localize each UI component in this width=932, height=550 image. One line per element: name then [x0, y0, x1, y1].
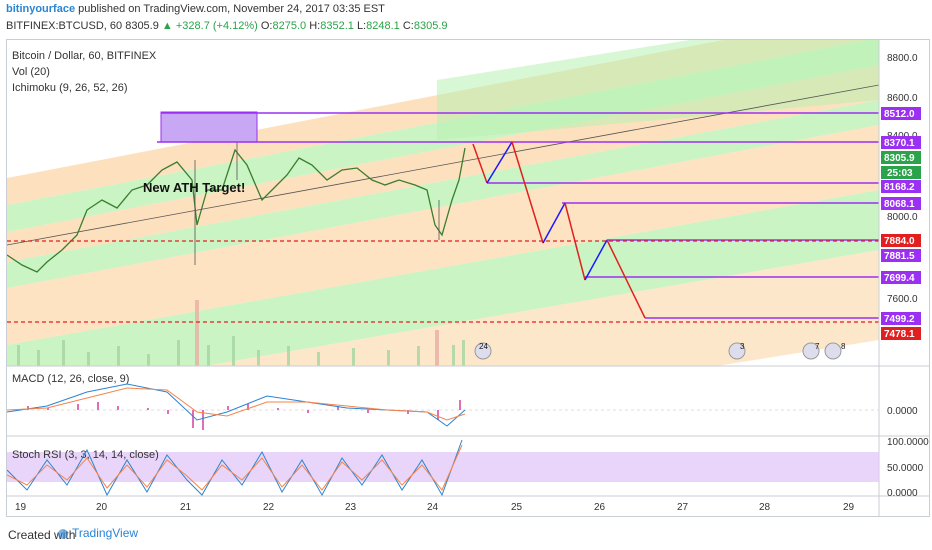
svg-text:27: 27 — [677, 502, 689, 513]
svg-text:7884.0: 7884.0 — [884, 236, 915, 247]
price-change: ▲ +328.7 (+4.12%) — [161, 20, 258, 32]
ath-target-box[interactable] — [160, 111, 258, 143]
channel-band-orange-4 — [204, 250, 879, 366]
svg-text:25: 25 — [511, 502, 523, 513]
high-value: 8352.1 — [320, 20, 354, 32]
stoch-rsi-pane[interactable]: Stoch RSI (3, 3, 14, 14, close) — [6, 439, 879, 497]
svg-text:0.0000: 0.0000 — [887, 488, 918, 499]
symbol-label: BITFINEX:BTCUSD, 60 — [6, 20, 123, 32]
svg-text:23: 23 — [345, 502, 357, 513]
svg-text:7499.2: 7499.2 — [884, 314, 915, 325]
level-lines — [7, 112, 879, 323]
svg-text:3: 3 — [740, 342, 745, 351]
stoch-band — [7, 452, 879, 482]
event-badges[interactable]: 24 3 7 8 — [474, 342, 846, 360]
svg-text:29: 29 — [843, 502, 855, 513]
svg-text:22: 22 — [263, 502, 275, 513]
main-price-pane[interactable]: New ATH Target! 24 3 7 8 — [7, 40, 879, 480]
high-label: H: — [309, 20, 321, 32]
price-series — [7, 147, 466, 273]
chart-header: bitinyourface published on TradingView.c… — [0, 0, 932, 38]
open-label: O: — [260, 20, 273, 32]
svg-text:24: 24 — [427, 502, 439, 513]
svg-text:8168.2: 8168.2 — [884, 182, 915, 193]
svg-text:8800.0: 8800.0 — [887, 53, 918, 64]
macd-pane[interactable]: MACD (12, 26, close, 9) — [6, 373, 879, 430]
author-link[interactable]: bitinyourface — [6, 3, 76, 15]
open-value: 8275.0 — [272, 20, 307, 32]
price-axis-labels: 8512.0 8370.1 8305.9 25:03 8168.2 8068.1… — [881, 107, 921, 340]
tradingview-brand-link[interactable]: TradingView — [72, 526, 139, 540]
volume-bars — [17, 300, 465, 366]
low-value: 8248.1 — [366, 20, 400, 32]
svg-text:8370.1: 8370.1 — [884, 138, 915, 149]
svg-text:0.0000: 0.0000 — [887, 406, 918, 417]
macd-histogram — [27, 400, 461, 430]
svg-text:100.0000: 100.0000 — [887, 437, 929, 448]
close-value: 8305.9 — [413, 20, 448, 32]
svg-text:28: 28 — [759, 502, 771, 513]
svg-text:7: 7 — [815, 342, 820, 351]
svg-text:50.0000: 50.0000 — [887, 463, 924, 474]
last-price: 8305.9 — [125, 20, 159, 32]
indicator-axis[interactable]: 0.0000 100.0000 50.0000 0.0000 — [887, 406, 929, 499]
svg-text:20: 20 — [96, 502, 108, 513]
legend-macd: MACD (12, 26, close, 9) — [12, 373, 129, 385]
svg-text:19: 19 — [15, 502, 27, 513]
projection-arrows — [472, 141, 646, 319]
svg-text:7600.0: 7600.0 — [887, 294, 918, 305]
svg-text:24: 24 — [479, 342, 488, 351]
channel-band-orange-3 — [7, 125, 879, 345]
symbol-info: BITFINEX:BTCUSD, 60 8305.9 ▲ +328.7 (+4.… — [6, 20, 448, 32]
svg-text:7881.5: 7881.5 — [884, 251, 915, 262]
ath-annotation: New ATH Target! — [143, 180, 245, 195]
tradingview-logo-icon — [58, 529, 68, 539]
svg-text:8000.0: 8000.0 — [887, 212, 918, 223]
stoch-d-line — [6, 444, 463, 491]
svg-text:25:03: 25:03 — [887, 168, 913, 179]
chart-canvas[interactable]: New ATH Target! 24 3 7 8 Bitcoin / Dolla… — [6, 40, 929, 516]
svg-text:21: 21 — [180, 502, 192, 513]
svg-text:7478.1: 7478.1 — [884, 329, 915, 340]
low-label: L: — [356, 20, 367, 32]
legend-ichimoku: Ichimoku (9, 26, 52, 26) — [12, 82, 128, 94]
chart-container[interactable]: New ATH Target! 24 3 7 8 Bitcoin / Dolla… — [6, 39, 930, 517]
channel-midline — [7, 84, 879, 246]
svg-text:8512.0: 8512.0 — [884, 109, 915, 120]
legend-vol: Vol (20) — [12, 66, 50, 78]
candle-wicks — [194, 140, 440, 265]
svg-text:8: 8 — [841, 342, 846, 351]
svg-text:26: 26 — [594, 502, 606, 513]
macd-line — [6, 383, 466, 427]
svg-text:7699.4: 7699.4 — [884, 273, 915, 284]
time-axis[interactable]: 19 20 21 22 23 24 25 26 27 28 29 — [15, 502, 855, 513]
publish-info: bitinyourface published on TradingView.c… — [6, 3, 385, 15]
legend-title: Bitcoin / Dollar, 60, BITFINEX — [12, 50, 157, 62]
legend-stoch: Stoch RSI (3, 3, 14, 14, close) — [12, 449, 159, 461]
macd-signal-line — [6, 387, 466, 421]
close-label: C: — [402, 20, 414, 32]
footer: Created with TradingView — [0, 520, 932, 550]
svg-text:8305.9: 8305.9 — [884, 153, 915, 164]
publish-text: published on TradingView.com, November 2… — [78, 3, 385, 15]
channel-band-green-top — [437, 40, 879, 140]
svg-text:8600.0: 8600.0 — [887, 93, 918, 104]
svg-text:8068.1: 8068.1 — [884, 199, 915, 210]
